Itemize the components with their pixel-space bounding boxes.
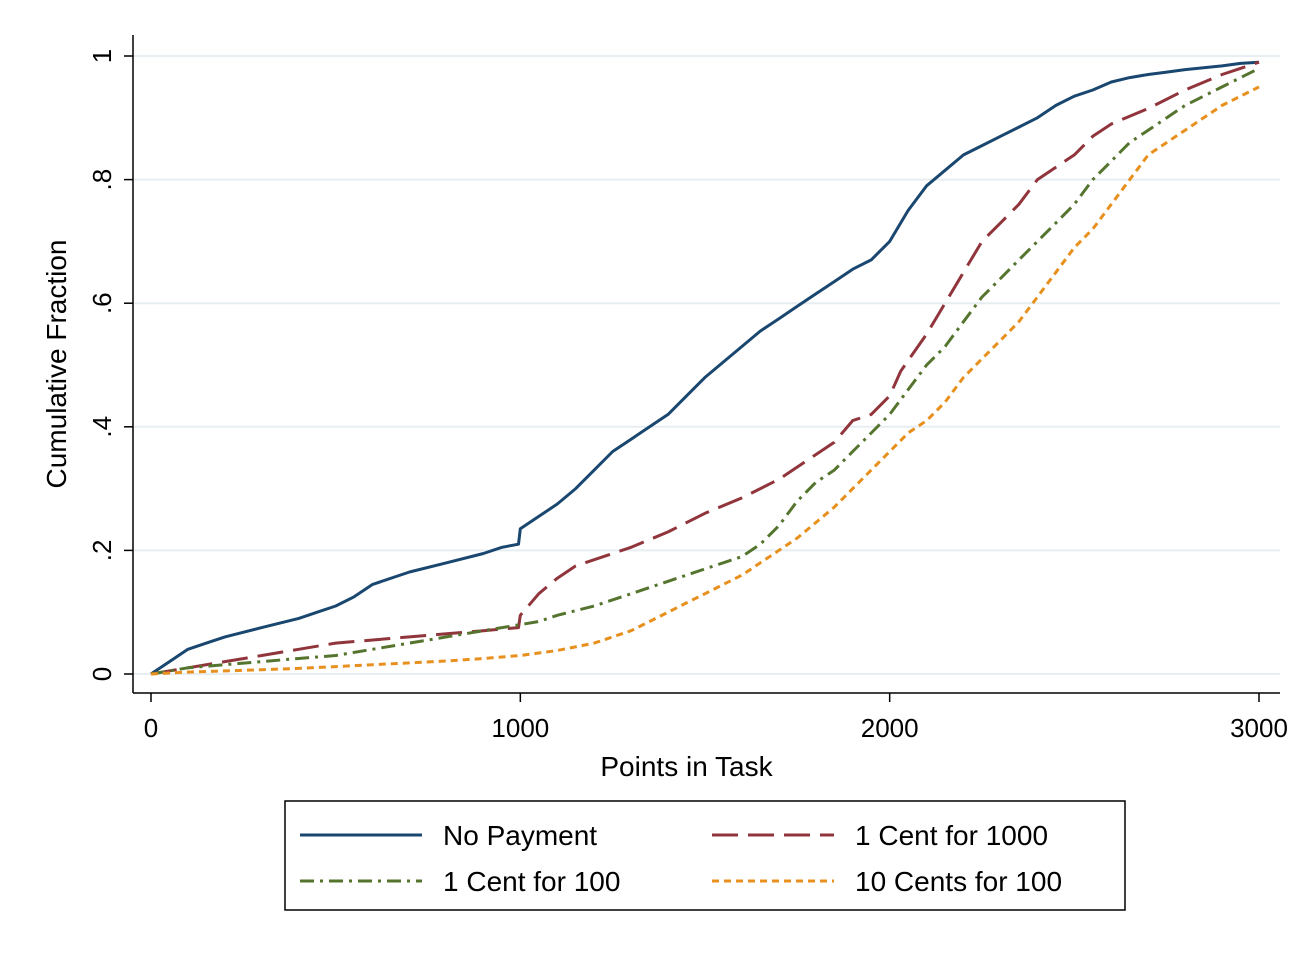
series-lines (150, 60, 1260, 676)
series-line-1 (150, 60, 1260, 676)
y-tick-label-3: .6 (87, 292, 117, 314)
x-tick-label-3: 3000 (1230, 713, 1288, 743)
series-line-2 (150, 67, 1260, 676)
y-axis-title: Cumulative Fraction (41, 240, 72, 489)
legend-label-0: No Payment (443, 820, 597, 851)
x-axis-title: Points in Task (600, 751, 773, 782)
legend: No Payment 1 Cent for 1000 1 Cent for 100 1… (284, 800, 1126, 911)
legend-box (284, 800, 1126, 911)
x-tick-label-2: 2000 (861, 713, 919, 743)
y-tick-label-4: .8 (87, 169, 117, 191)
y-tick-label-1: .2 (87, 540, 117, 562)
legend-label-3: 10 Cents for 100 (855, 866, 1062, 897)
ticks: 0 1000 2000 3000 0 .2 .4 .6 .8 1 (87, 49, 1288, 743)
x-tick-label-0: 0 (144, 713, 158, 743)
y-tick-label-5: 1 (87, 49, 117, 63)
y-tick-label-0: 0 (87, 667, 117, 681)
x-tick-label-1: 1000 (491, 713, 549, 743)
legend-label-1: 1 Cent for 1000 (855, 820, 1048, 851)
series-line-3 (150, 85, 1260, 676)
legend-label-2: 1 Cent for 100 (443, 866, 620, 897)
series-line-0 (150, 60, 1260, 676)
y-tick-label-2: .4 (87, 416, 117, 438)
axes (132, 35, 1280, 694)
gridlines (133, 55, 1280, 675)
